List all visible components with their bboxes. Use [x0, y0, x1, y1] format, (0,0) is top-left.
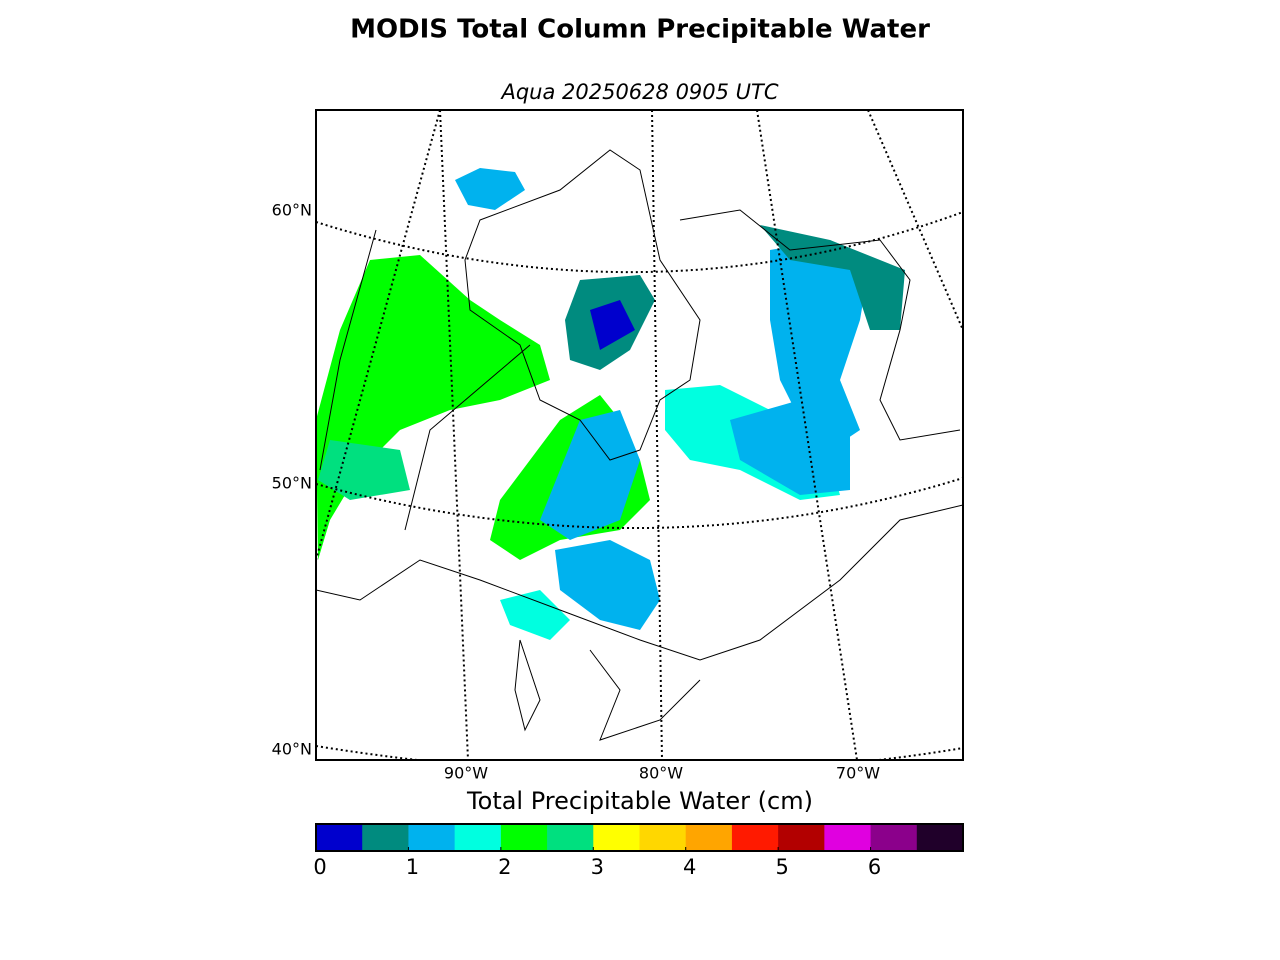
lon-labels: 90°W 80°W 70°W	[444, 764, 880, 783]
lat-label: 60°N	[272, 201, 312, 220]
lat-labels: 60°N 50°N 40°N	[272, 201, 312, 759]
lat-label: 50°N	[272, 474, 312, 493]
colorbar-segment	[454, 824, 502, 851]
colorbar-tick-label: 2	[498, 855, 511, 879]
colorbar-segment	[593, 824, 640, 851]
colorbar-tick-label: 5	[775, 855, 788, 879]
colorbar-tick-label: 0	[313, 855, 326, 879]
colorbar-segment	[870, 824, 918, 851]
title: MODIS Total Column Precipitable Water	[350, 15, 930, 45]
colorbar-tick-label: 1	[406, 855, 419, 879]
colorbar-segment	[916, 824, 964, 851]
colorbar-segment	[362, 824, 409, 851]
colorbar: 0 1 2 3 4 5 6	[313, 823, 964, 879]
colorbar-segment	[408, 824, 456, 851]
lon-label: 90°W	[444, 764, 488, 783]
colorbar-segment	[685, 824, 733, 851]
map-field	[316, 110, 963, 760]
map-frame	[315, 109, 964, 761]
colorbar-segment	[316, 824, 363, 851]
colorbar-tick-label: 3	[591, 855, 604, 879]
lat-label: 40°N	[272, 740, 312, 759]
colorbar-label: Total Precipitable Water (cm)	[466, 787, 813, 815]
colorbar-segment	[824, 824, 872, 851]
colorbar-segment	[731, 824, 779, 851]
subtitle: Aqua 20250628 0905 UTC	[499, 80, 778, 104]
colorbar-segment	[500, 824, 548, 851]
lon-label: 70°W	[836, 764, 880, 783]
colorbar-tick-label: 4	[683, 855, 696, 879]
colorbar-segment	[547, 824, 594, 851]
colorbar-segment	[639, 824, 687, 851]
colorbar-segment	[778, 824, 825, 851]
colorbar-tick-label: 6	[868, 855, 881, 879]
colorbar-frame	[315, 823, 964, 852]
lon-label: 80°W	[639, 764, 683, 783]
